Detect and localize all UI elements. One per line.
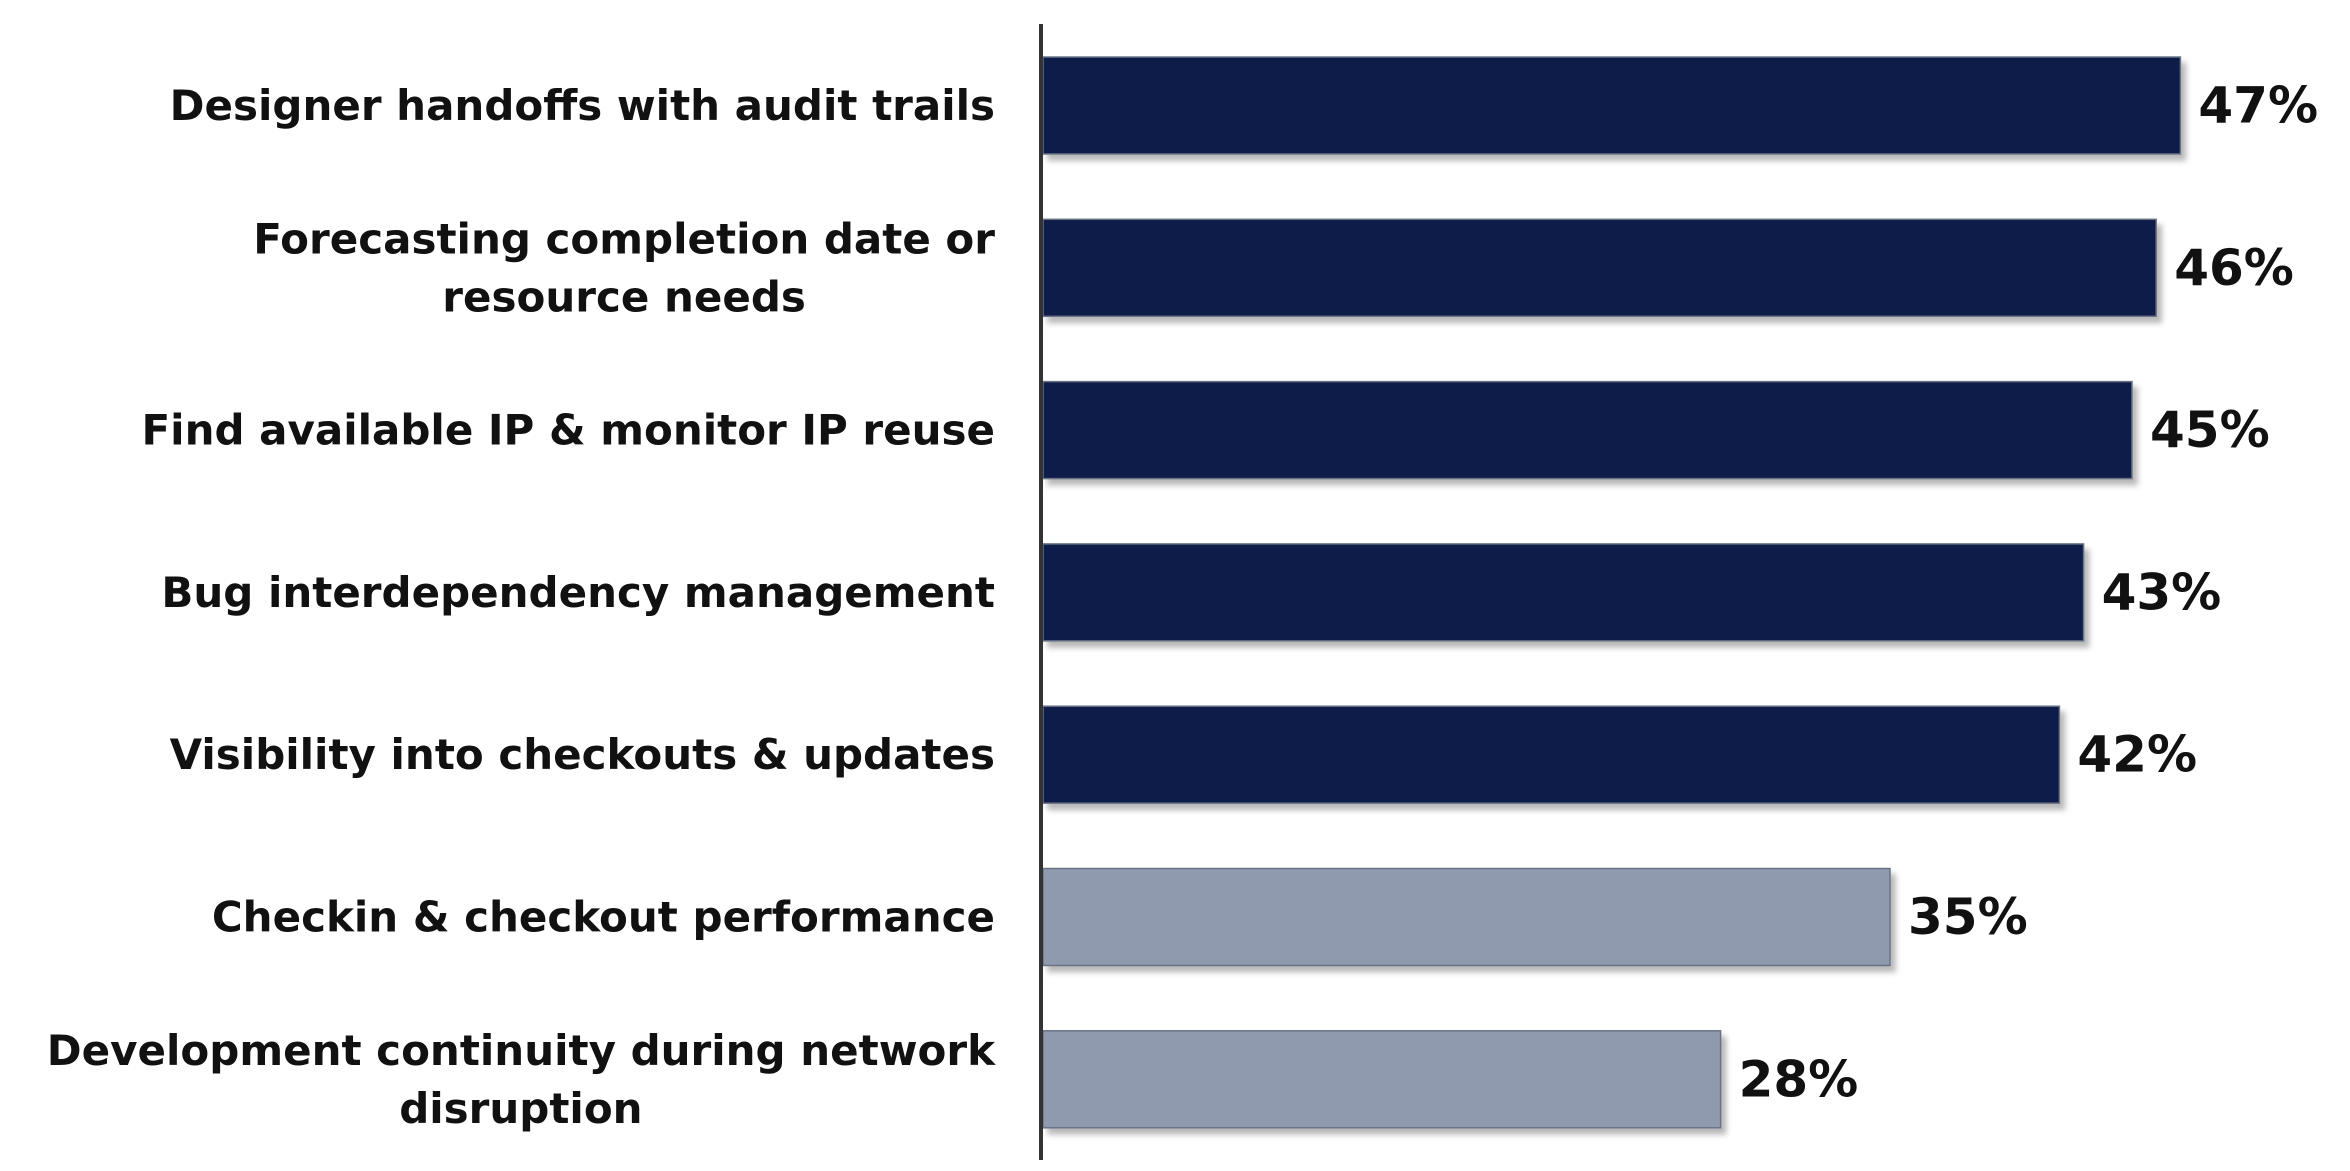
bars-group [1042,56,2182,1129]
bar [1042,56,2182,155]
category-label: Development continuity during network dis… [47,1026,996,1133]
category-label: Bug interdependency management [161,568,995,617]
value-label: 47% [2198,77,2318,135]
category-labels-group: Designer handoffs with audit trails Forec… [47,81,996,1133]
category-label: Forecasting completion date or resource n… [253,214,995,321]
bar [1042,218,2157,318]
bar [1042,543,2085,642]
value-label: 28% [1739,1050,1859,1108]
category-label: Checkin & checkout performance [212,893,995,942]
bar [1042,1030,1722,1129]
value-labels-group: 47% 46% 45% 43% 42% 35% 28% [1739,77,2318,1109]
bar [1042,705,2061,804]
bar [1042,380,2133,480]
value-label: 35% [1908,888,2028,946]
value-label: 43% [2102,563,2222,621]
bar [1042,867,1891,967]
category-label: Visibility into checkouts & updates [170,730,995,779]
category-label: Designer handoffs with audit trails [170,81,995,130]
category-label: Find available IP & monitor IP reuse [141,406,995,455]
value-label: 42% [2077,726,2197,784]
value-label: 45% [2150,401,2270,459]
value-label: 46% [2174,239,2294,297]
